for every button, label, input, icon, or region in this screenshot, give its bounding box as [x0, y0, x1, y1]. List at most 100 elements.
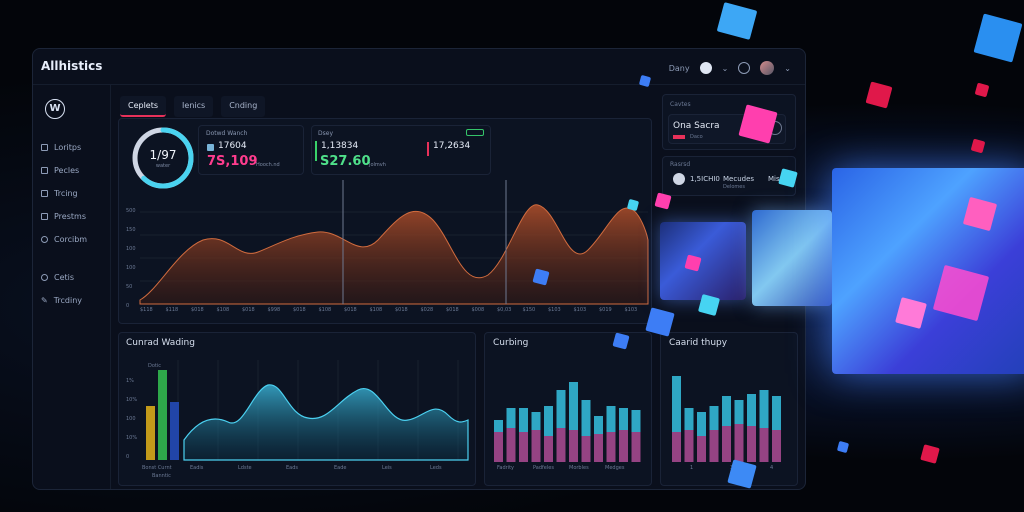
bottom-left-chart — [146, 360, 469, 461]
sidebar-item-2[interactable]: Pecles — [41, 166, 79, 175]
tab-bar: Ceplets Ienics Cnding — [120, 96, 266, 117]
bottom-left-x-subtitle: Banntic — [152, 473, 171, 479]
header-actions: Dany ⌄ ⌄ — [669, 61, 791, 75]
avatar[interactable] — [760, 61, 775, 75]
kpi-2-marker-2 — [427, 142, 429, 156]
right-list-caption: Rasrsd — [670, 161, 691, 168]
pen-icon: ✎ — [41, 296, 48, 305]
bottom-right-chart — [672, 376, 781, 462]
logo-icon[interactable]: W — [45, 99, 65, 119]
right-card-title: Ona Sacra — [673, 121, 720, 131]
app-title: Allhistics — [41, 59, 103, 73]
bar — [544, 406, 553, 462]
sidebar-item-5[interactable]: Corcibm — [41, 235, 87, 244]
area-series — [139, 204, 649, 305]
donut-value: 1/97 — [149, 148, 177, 162]
bar-yellow — [146, 406, 155, 460]
kpi-card-2 — [311, 125, 491, 175]
y-tick-label: 10% — [126, 397, 138, 403]
x-tick-label: $118 — [165, 307, 179, 313]
x-tick-label: $018 — [242, 307, 255, 313]
bar-green — [158, 370, 167, 460]
y-tick-label: 100 — [126, 416, 136, 422]
bar — [672, 376, 681, 462]
y-tick-label: 10% — [126, 435, 138, 441]
chevron-down-icon[interactable]: ⌄ — [721, 63, 729, 73]
kpi-1-small: 17604 — [218, 141, 247, 151]
kpi-2-value: S27.60 — [320, 154, 371, 169]
bar-overlay — [569, 430, 578, 462]
bottom-left-legend: Dotic — [148, 363, 162, 369]
kpi-2-small: 1,13834 — [321, 141, 359, 151]
bar-overlay — [709, 430, 719, 462]
x-tick-label: Medges — [605, 465, 625, 471]
y-tick-label: 0 — [126, 454, 130, 460]
right-card-sub: Daco — [690, 134, 703, 140]
bar — [772, 396, 781, 462]
bar-overlay — [531, 430, 541, 462]
kpi-2-small-2: 17,2634 — [433, 141, 471, 151]
bar — [581, 400, 591, 462]
bar-overlay — [759, 428, 769, 462]
profile-icon[interactable] — [699, 62, 712, 74]
sidebar: W Loritps Pecles Trcing Prestms Corcibm … — [33, 85, 111, 489]
user-label[interactable]: Dany — [668, 63, 690, 73]
chevron-down-icon[interactable]: ⌄ — [784, 63, 791, 73]
x-tick-label: $103 — [548, 307, 561, 313]
floating-screen-3 — [832, 168, 1024, 374]
sidebar-item-label: Corcibm — [54, 235, 88, 244]
sidebar-item-1[interactable]: Loritps — [41, 143, 81, 152]
kpi-1-tiny: Hooch.nd — [256, 162, 280, 168]
x-tick-label: $108 — [369, 307, 383, 313]
bar-overlay — [519, 432, 528, 462]
bar-overlay — [747, 426, 756, 462]
y-tick-label: 100 — [126, 246, 136, 252]
bar-overlay — [734, 424, 744, 462]
y-tick-label: 100 — [126, 265, 136, 271]
bar-overlay — [672, 432, 681, 462]
area-series — [183, 384, 469, 461]
donut-value-arc — [132, 127, 194, 189]
tab-ienics[interactable]: Ienics — [174, 96, 214, 117]
info-icon[interactable] — [738, 62, 751, 74]
kpi-1-value: 7S,109 — [207, 154, 258, 169]
bar-overlay — [722, 426, 731, 462]
sidebar-item-4[interactable]: Prestms — [41, 212, 86, 221]
donut-caption: water — [155, 163, 171, 169]
right-card-header: Cavtes — [670, 101, 691, 108]
bar-overlay — [556, 428, 566, 462]
x-tick-label: $018 — [293, 307, 306, 313]
right-list-row-b-sub: Delomes — [723, 184, 745, 190]
x-tick-label: $018 — [344, 307, 357, 313]
sidebar-item-6[interactable]: Cetis — [41, 273, 74, 282]
floating-screen-2 — [752, 210, 832, 306]
tab-cnding[interactable]: Cnding — [221, 96, 266, 117]
right-list-row-b: Mecudes — [723, 175, 755, 183]
tab-ceplets[interactable]: Ceplets — [120, 96, 167, 117]
x-tick-label: 1 — [690, 465, 694, 471]
x-tick-label: $018 — [395, 307, 408, 313]
sidebar-item-7[interactable]: ✎ Trcdiny — [41, 296, 82, 305]
sidebar-item-label: Trcing — [54, 189, 78, 198]
y-tick-label: 1% — [126, 378, 134, 384]
bar-overlay — [544, 436, 553, 462]
donut-chart — [132, 127, 194, 189]
x-tick-label: Eads — [286, 465, 299, 471]
sidebar-item-3[interactable]: Trcing — [41, 189, 78, 198]
bar-overlay — [631, 432, 641, 462]
doc-icon — [41, 190, 48, 197]
x-tick-label: Leis — [382, 465, 392, 471]
sidebar-item-label: Prestms — [54, 212, 86, 221]
bottom-right-title: Caarid thupy — [669, 338, 728, 348]
right-list-row-a: 1,5ICHI0 — [690, 175, 720, 183]
bar-overlay — [594, 434, 603, 462]
sidebar-item-label: Loritps — [54, 143, 82, 152]
y-tick-label: 150 — [126, 227, 136, 233]
grid-icon — [41, 144, 48, 151]
x-tick-label: $103 — [573, 307, 587, 313]
bar-overlay — [697, 436, 706, 462]
bar — [759, 390, 769, 462]
x-tick-label: Leds — [430, 465, 442, 471]
bar-overlay — [506, 428, 516, 462]
x-tick-label: $019 — [599, 307, 612, 313]
